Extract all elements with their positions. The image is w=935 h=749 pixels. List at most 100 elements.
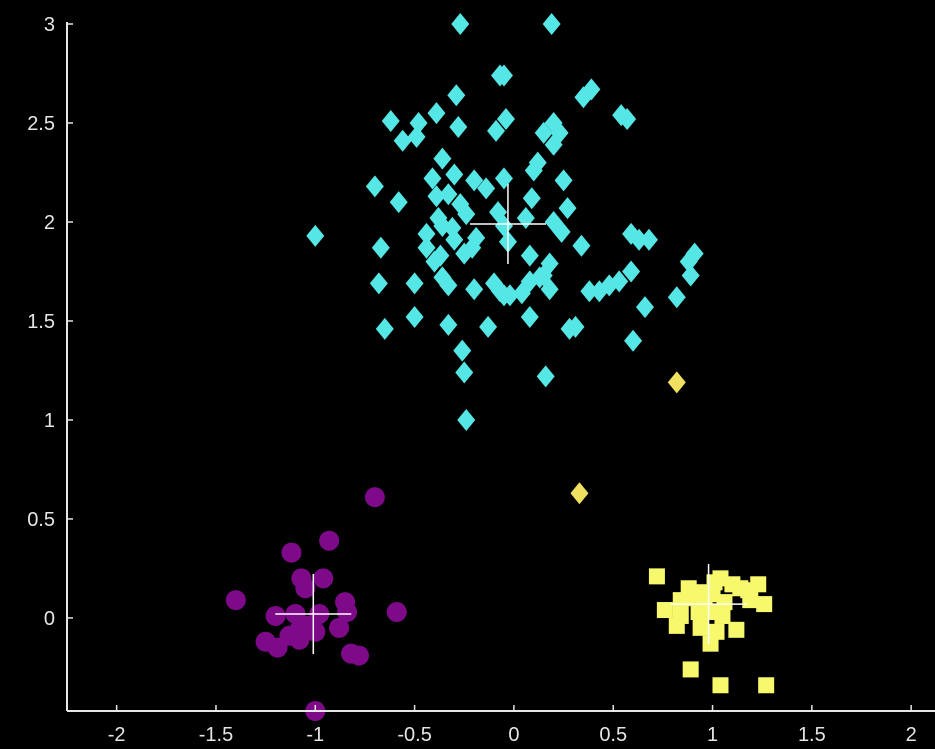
data-point <box>479 315 498 338</box>
y-tick-label: 0 <box>44 608 55 630</box>
data-point <box>455 361 474 384</box>
data-point <box>393 129 412 152</box>
y-tick-label: 1 <box>44 410 55 432</box>
data-point <box>295 578 316 599</box>
data-point <box>281 542 302 563</box>
data-point <box>306 224 325 247</box>
centroid-marker <box>469 183 546 264</box>
data-point <box>465 169 484 192</box>
data-point <box>451 13 470 35</box>
data-point <box>313 568 334 589</box>
x-tick-label: -2 <box>108 724 126 746</box>
data-point <box>516 207 535 230</box>
data-point <box>554 169 573 192</box>
data-point <box>463 236 482 259</box>
data-point <box>417 222 436 245</box>
data-point <box>552 220 571 243</box>
data-point <box>742 592 759 609</box>
data-point <box>365 175 384 198</box>
data-point <box>622 260 641 283</box>
data-point <box>630 228 649 251</box>
x-tick-label: 1 <box>707 724 718 746</box>
centroid-marker <box>275 573 352 654</box>
x-tick-label: -1.5 <box>199 724 233 746</box>
data-point <box>712 677 729 694</box>
data-layer <box>225 13 775 721</box>
data-point <box>439 183 458 206</box>
data-point <box>668 617 685 634</box>
data-point <box>289 629 310 650</box>
data-point <box>447 84 466 107</box>
data-point <box>522 187 541 210</box>
data-point <box>445 228 464 251</box>
data-point <box>610 270 629 293</box>
x-tick-label: 2 <box>906 724 917 746</box>
data-point <box>369 272 388 295</box>
data-point <box>487 119 506 142</box>
data-point <box>225 590 246 611</box>
data-point <box>494 284 513 307</box>
x-tick-label: 0 <box>508 724 519 746</box>
x-ticks: -2 -1.5 -1 -0.5 0 0.5 1 1.5 2 <box>108 705 917 746</box>
centroid-layer <box>275 183 747 654</box>
data-point <box>439 274 458 297</box>
data-point <box>405 306 424 329</box>
data-point <box>417 236 436 259</box>
data-point <box>716 594 733 611</box>
data-point <box>439 313 458 336</box>
y-tick-label: 1.5 <box>27 311 55 333</box>
data-point <box>445 163 464 186</box>
data-point <box>520 306 539 329</box>
centroid-marker <box>670 564 747 645</box>
data-point <box>494 214 513 237</box>
data-point <box>319 530 340 551</box>
data-point <box>496 108 515 131</box>
data-point <box>667 286 686 309</box>
series-square-3 <box>648 568 775 694</box>
data-point <box>618 108 637 131</box>
data-point <box>572 234 591 257</box>
data-point <box>656 602 673 619</box>
y-tick-label: 3 <box>44 14 55 36</box>
data-point <box>265 605 286 626</box>
data-point <box>329 617 350 638</box>
series-diamond-1 <box>570 371 686 505</box>
data-point <box>407 125 426 148</box>
axes: 0 0.5 1 1.5 2 2.5 3 -2 -1.5 -1 -0.5 0 0.5 1 1.5 2 <box>27 14 935 746</box>
data-point <box>667 371 686 394</box>
data-point <box>536 365 555 388</box>
data-point <box>381 110 400 133</box>
data-point <box>427 185 446 208</box>
x-tick-label: -0.5 <box>397 724 431 746</box>
data-point <box>364 487 385 508</box>
data-point <box>453 339 472 362</box>
data-point <box>371 236 390 259</box>
data-point <box>681 264 700 287</box>
data-point <box>639 228 658 251</box>
y-tick-label: 2 <box>44 212 55 234</box>
data-point <box>427 102 446 125</box>
data-point <box>544 133 563 156</box>
data-point <box>520 244 539 267</box>
data-point <box>305 621 326 642</box>
data-point <box>337 602 358 623</box>
data-point <box>409 111 428 134</box>
data-point <box>389 191 408 214</box>
data-point <box>570 482 589 505</box>
data-point <box>636 296 655 319</box>
data-point <box>580 280 599 303</box>
data-point <box>624 329 643 352</box>
data-point <box>685 242 704 265</box>
data-point <box>566 315 585 338</box>
data-point <box>494 167 513 190</box>
x-tick-label: -1 <box>306 724 324 746</box>
data-point <box>582 78 601 101</box>
data-point <box>457 408 476 431</box>
data-point <box>758 677 775 694</box>
data-point <box>405 272 424 295</box>
data-point <box>267 637 288 658</box>
data-point <box>528 151 547 174</box>
data-point <box>465 278 484 301</box>
y-ticks: 0 0.5 1 1.5 2 2.5 3 <box>27 14 73 630</box>
